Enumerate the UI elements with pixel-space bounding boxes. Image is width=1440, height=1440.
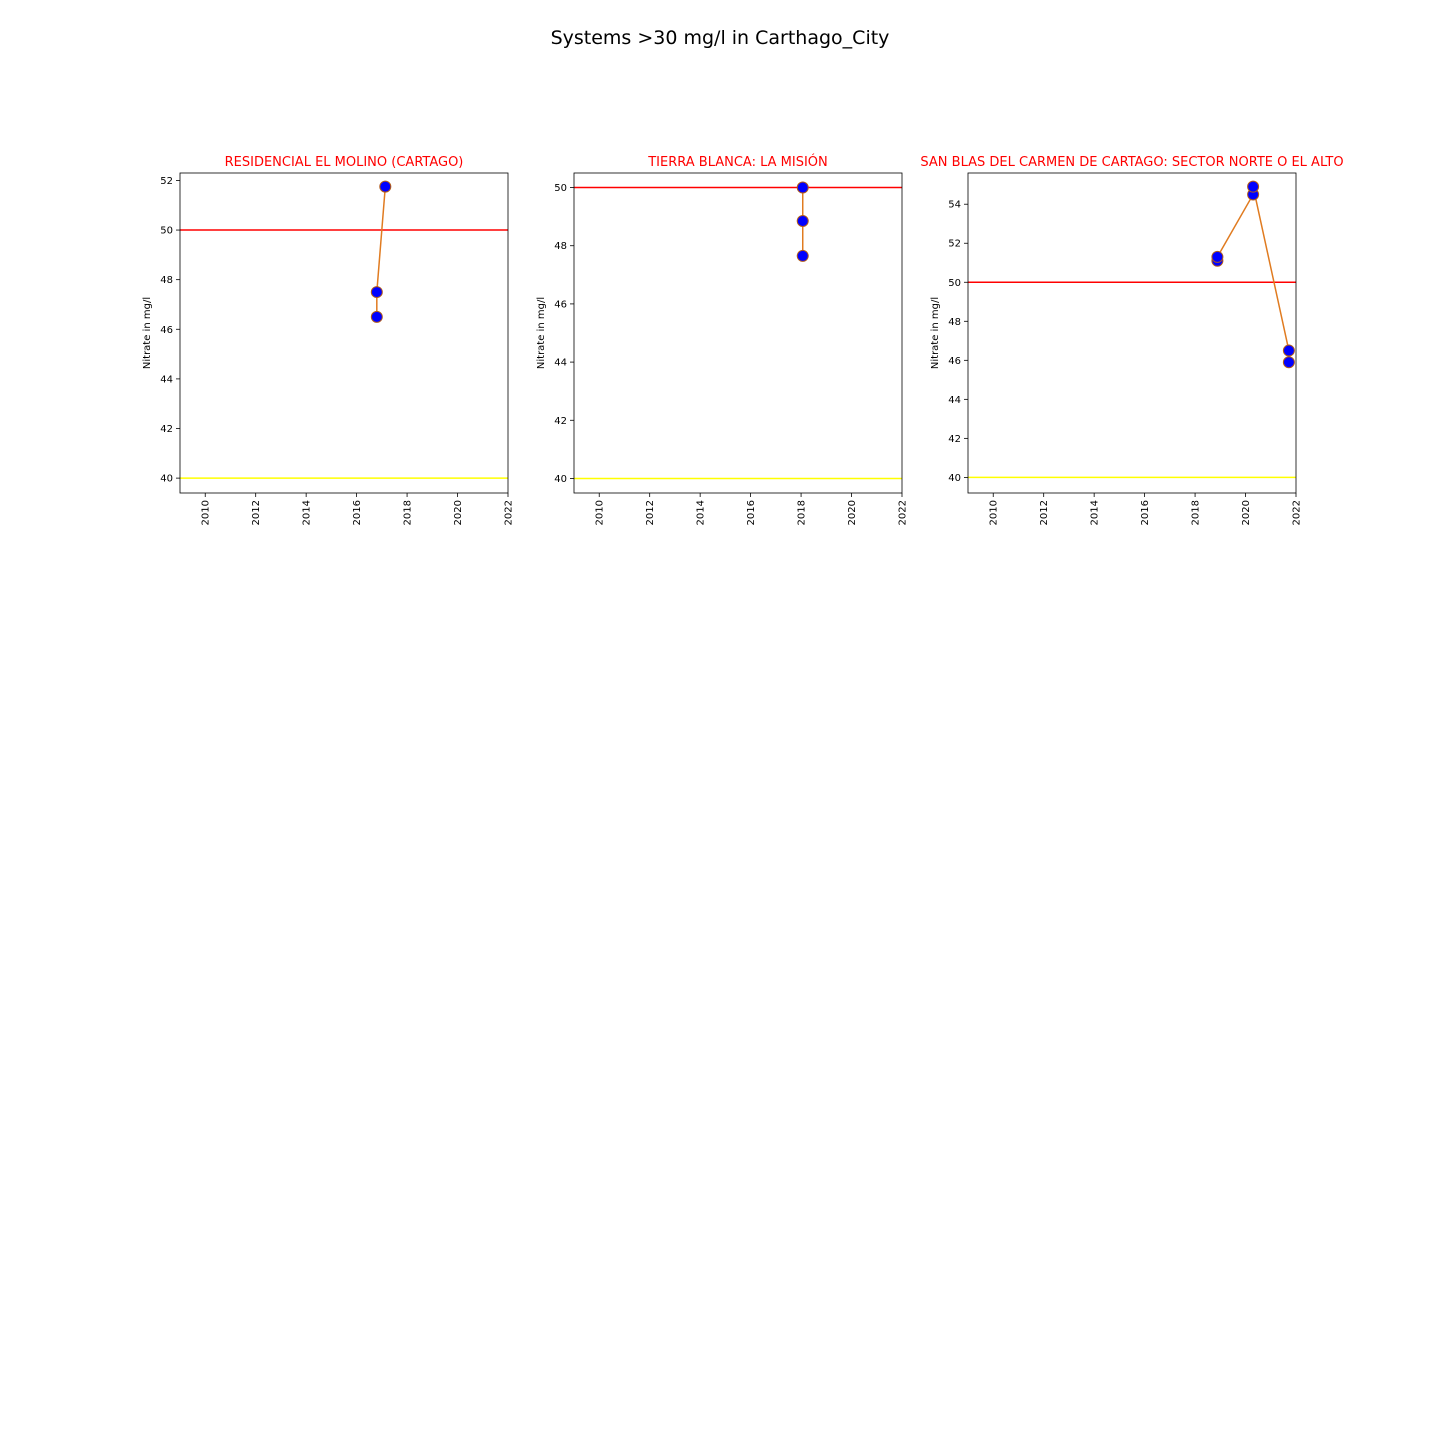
plot-area [574,186,902,480]
x-tick-label: 2012 [645,500,656,525]
x-tick-label: 2010 [201,500,212,525]
x-tick-label: 2016 [1140,500,1151,525]
data-point [370,310,383,323]
data-point [796,181,809,194]
x-tick-label: 2012 [251,500,262,525]
y-tick-label: 42 [554,416,567,427]
x-tick-label: 2018 [403,500,414,525]
panel-title: SAN BLAS DEL CARMEN DE CARTAGO: SECTOR N… [920,155,1343,170]
y-tick-label: 46 [554,299,567,310]
chart-panel-2: TIERRA BLANCA: LA MISIÓN 40 42 44 46 48 50 2010… [536,154,909,525]
y-tick-label: 46 [160,325,173,336]
axes-frame [967,172,1297,494]
series-line [1216,186,1290,363]
data-point [796,249,809,262]
panel-title: TIERRA BLANCA: LA MISIÓN [647,154,828,170]
x-tick-label: 2020 [847,500,858,525]
x-tick-label: 2016 [352,500,363,525]
y-tick-label: 48 [554,241,567,252]
y-tick-label: 52 [948,239,961,250]
axes-frame [179,172,509,494]
x-tick-label: 2022 [1292,500,1303,525]
data-point [1211,250,1224,263]
figure-title: Systems >30 mg/l in Carthago_City [551,27,890,49]
chart-panel-1: RESIDENCIAL EL MOLINO (CARTAGO) 40 42 44 46 4… [142,155,515,525]
data-point [796,215,809,227]
y-tick-label: 50 [554,183,567,194]
data-point [370,286,383,299]
y-axis-label: Nitrate in mg/l [930,297,941,369]
y-tick-label: 54 [948,200,961,211]
y-tick-label: 50 [160,226,173,237]
x-tick-label: 2018 [797,500,808,525]
x-tick-label: 2020 [1241,500,1252,525]
panel-title: RESIDENCIAL EL MOLINO (CARTAGO) [225,155,464,170]
y-tick-label: 50 [948,278,961,289]
y-tick-label: 40 [160,474,173,485]
y-tick-label: 46 [948,356,961,367]
data-point [1282,344,1295,357]
x-tick-label: 2014 [696,500,707,525]
y-tick-label: 40 [948,473,961,484]
plot-area [180,186,508,479]
x-tick-label: 2010 [989,500,1000,525]
chart-panel-3: SAN BLAS DEL CARMEN DE CARTAGO: SECTOR N… [920,155,1343,525]
y-tick-label: 48 [160,275,173,286]
data-point [379,180,392,193]
x-tick-label: 2022 [504,500,515,525]
y-tick-label: 48 [948,317,961,328]
axes-frame [573,172,903,494]
data-point [1282,356,1295,369]
x-tick-label: 2014 [1090,500,1101,525]
x-tick-label: 2010 [595,500,606,525]
x-tick-label: 2016 [746,500,757,525]
y-tick-label: 42 [948,434,961,445]
y-axis-label: Nitrate in mg/l [142,297,153,369]
y-tick-label: 52 [160,176,173,187]
x-tick-label: 2018 [1191,500,1202,525]
x-tick-label: 2012 [1039,500,1050,525]
x-tick-label: 2014 [302,500,313,525]
y-tick-label: 44 [160,374,173,385]
y-tick-label: 44 [948,395,961,406]
plot-area [968,186,1296,479]
x-tick-label: 2020 [453,500,464,525]
x-tick-label: 2022 [898,500,909,525]
y-tick-label: 44 [554,358,567,369]
y-axis-label: Nitrate in mg/l [536,297,547,369]
y-tick-label: 42 [160,424,173,435]
data-point [1247,180,1260,193]
y-tick-label: 40 [554,474,567,485]
